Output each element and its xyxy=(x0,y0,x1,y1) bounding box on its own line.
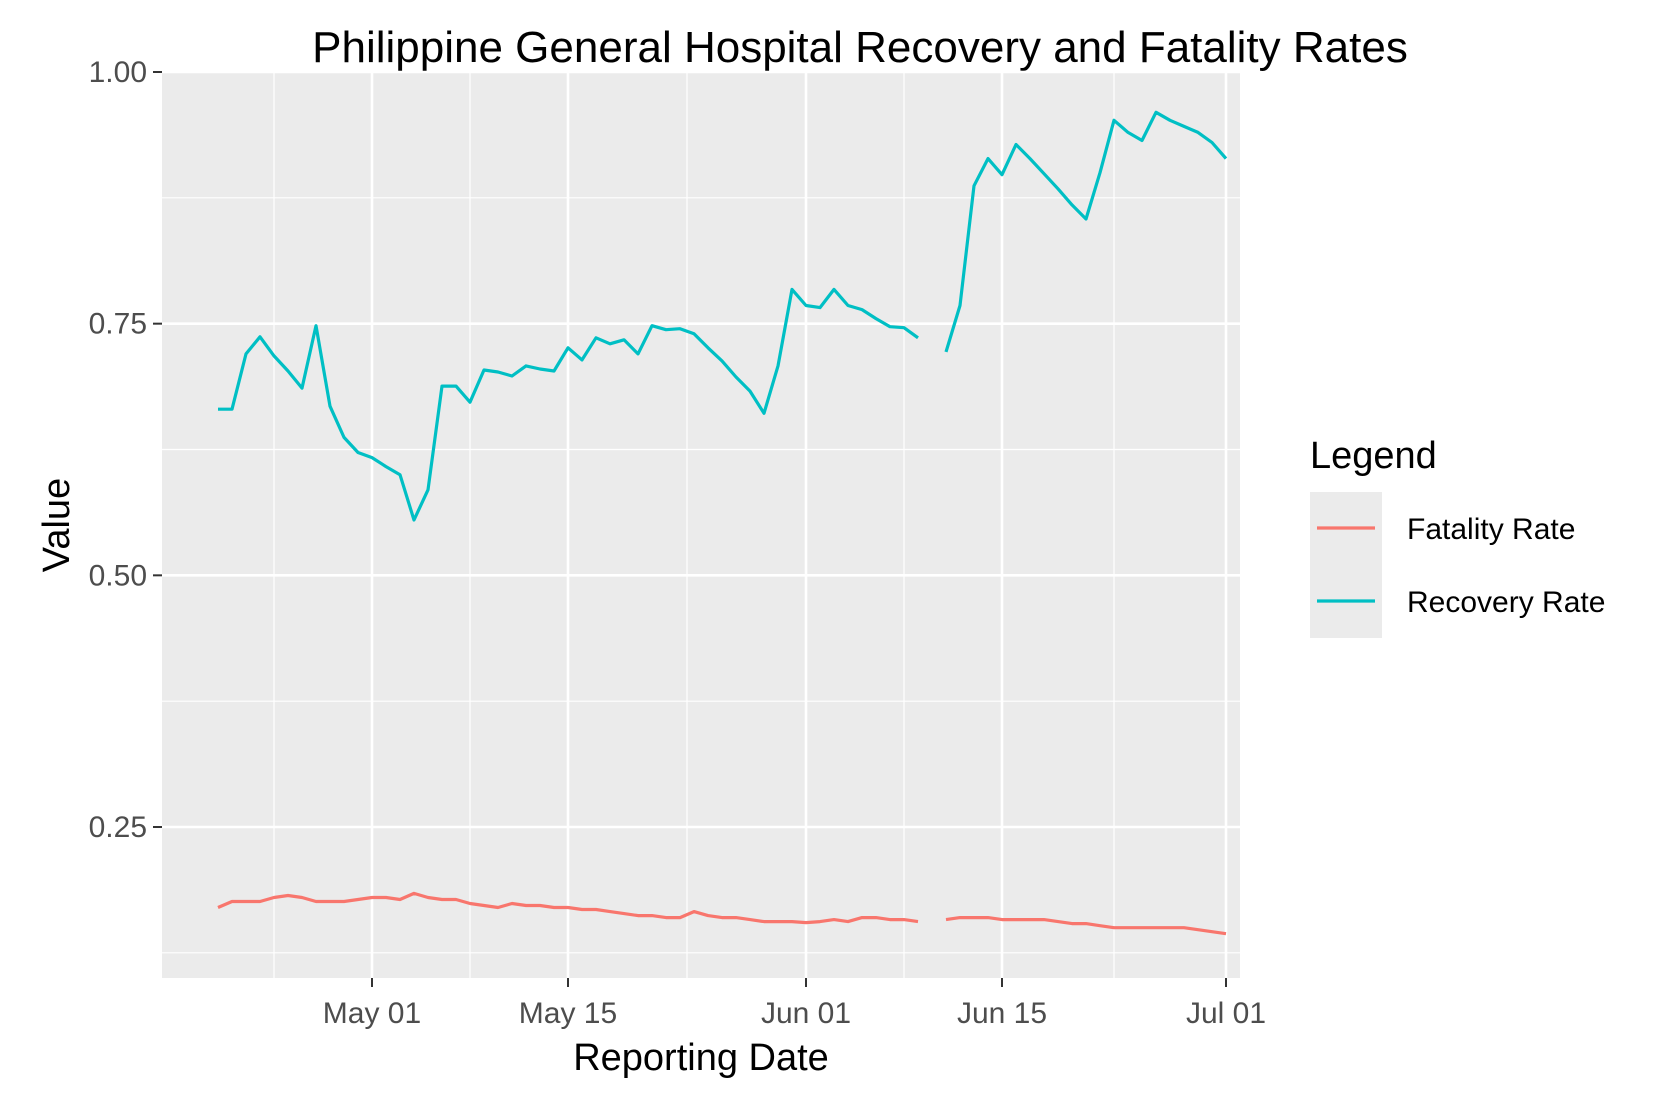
legend-title: Legend xyxy=(1310,435,1437,477)
y-tick-label: 0.25 xyxy=(89,811,147,844)
y-axis-title: Value xyxy=(36,478,78,572)
plot-panel xyxy=(162,72,1240,978)
fatality-rate-line xyxy=(217,891,919,925)
chart-title: Philippine General Hospital Recovery and… xyxy=(312,23,1408,72)
legend-items: Fatality Rate Recovery Rate xyxy=(1317,513,1605,619)
y-tick-label: 0.50 xyxy=(89,559,147,592)
grid-lines xyxy=(162,70,1240,978)
legend: Legend Fatality Rate Recovery Rate xyxy=(1310,435,1605,638)
recovery-rate-line xyxy=(218,287,919,522)
axes: 0.25 0.50 0.75 1.00 May 01 May 15 Jun 01 Jun 15… xyxy=(89,56,1266,1030)
fatality-rate-line xyxy=(945,916,1227,936)
legend-label-fatality-rate: Fatality Rate xyxy=(1407,513,1575,546)
x-tick-label: Jul 01 xyxy=(1186,997,1266,1030)
legend-key-background xyxy=(1310,492,1382,638)
recovery-rate-line xyxy=(944,110,1228,353)
x-tick-label: Jun 01 xyxy=(761,997,851,1030)
y-tick-label: 0.75 xyxy=(89,308,147,341)
x-tick-label: May 15 xyxy=(519,997,617,1030)
series-lines xyxy=(217,110,1228,936)
x-tick-label: May 01 xyxy=(323,997,421,1030)
y-tick-label: 1.00 xyxy=(89,56,147,89)
x-axis-title: Reporting Date xyxy=(573,1037,829,1079)
x-tick-label: Jun 15 xyxy=(957,997,1047,1030)
legend-label-recovery-rate: Recovery Rate xyxy=(1407,586,1605,619)
